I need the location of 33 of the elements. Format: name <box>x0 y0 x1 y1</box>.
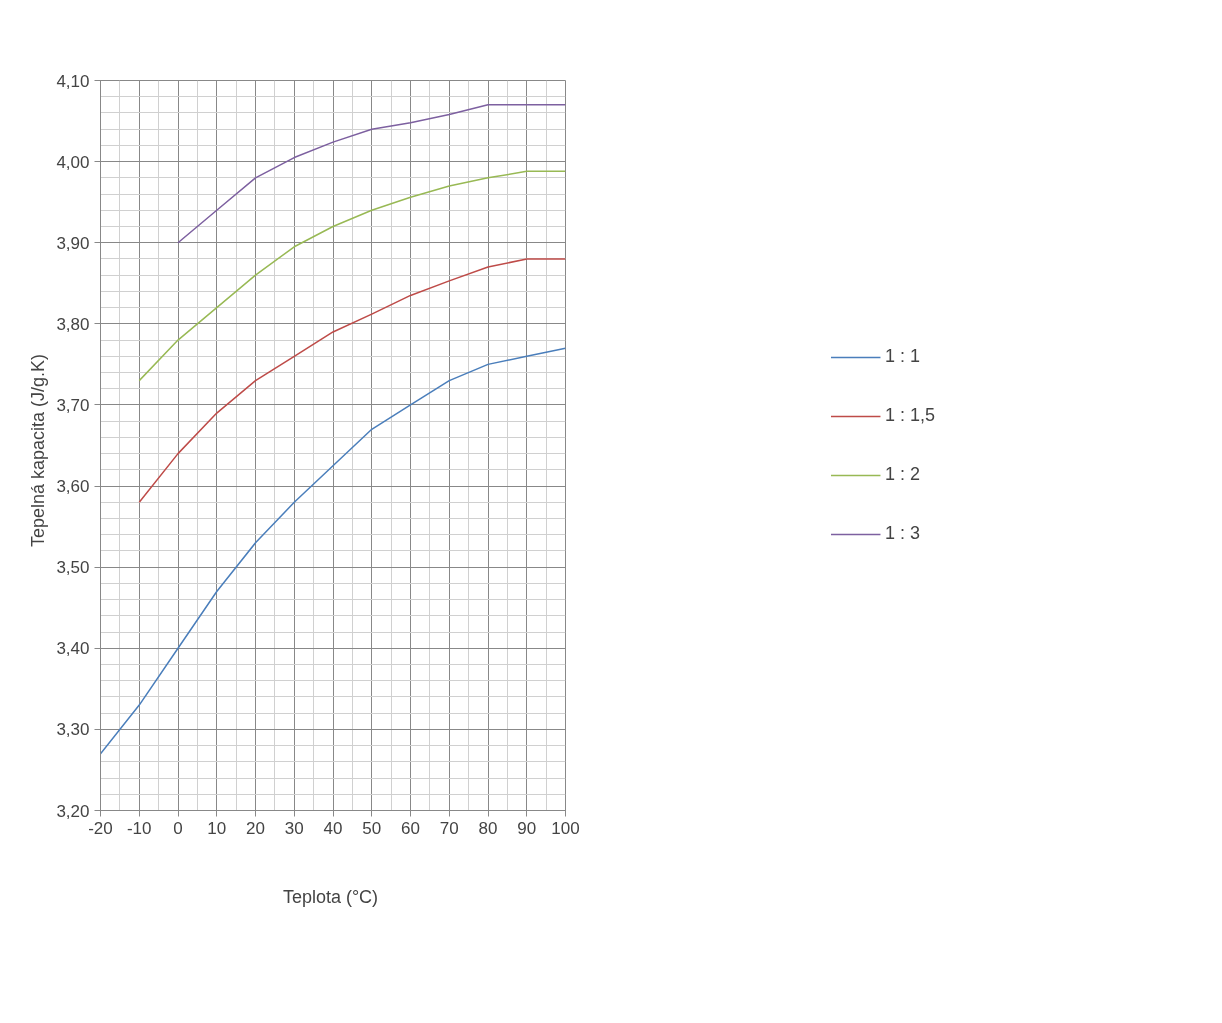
y-axis-title: Tepelná kapacita (J/g.K) <box>28 353 49 548</box>
x-tick-label: -10 <box>126 818 152 838</box>
legend-label: 1 : 2 <box>884 464 921 485</box>
y-tick-label: 3,50 <box>56 558 90 578</box>
x-tick-label: 30 <box>284 818 304 838</box>
y-tick-label: 3,20 <box>56 801 90 821</box>
x-tick-label: 70 <box>439 818 459 838</box>
x-tick-label: 50 <box>362 818 382 838</box>
x-tick-label: -20 <box>88 818 113 838</box>
x-tick-label: 10 <box>207 818 227 838</box>
y-tick-label: 3,60 <box>56 477 90 497</box>
legend-label: 1 : 3 <box>884 523 921 544</box>
y-tick-label: 3,70 <box>56 395 90 415</box>
y-tick-label: 3,40 <box>56 639 90 659</box>
y-tick-label: 3,80 <box>56 314 90 334</box>
x-tick-label: 40 <box>323 818 343 838</box>
y-tick-label: 4,00 <box>56 152 90 172</box>
y-tick-label: 3,30 <box>56 720 90 740</box>
y-tick-label: 4,10 <box>56 71 90 91</box>
x-tick-label: 60 <box>401 818 420 838</box>
line-series <box>138 258 566 504</box>
line-series <box>177 104 566 244</box>
x-tick-label: 90 <box>517 818 537 838</box>
x-tick-label: 100 <box>551 818 580 838</box>
y-tick-label: 3,90 <box>56 233 90 253</box>
x-tick-label: 20 <box>246 818 265 838</box>
line-series <box>100 347 566 755</box>
x-axis-title: Teplota (°C) <box>282 886 379 907</box>
legend-label: 1 : 1,5 <box>884 405 936 426</box>
line-series <box>138 170 566 382</box>
x-tick-label: 0 <box>173 818 183 838</box>
legend-label: 1 : 1 <box>884 346 921 367</box>
x-tick-label: 80 <box>478 818 498 838</box>
